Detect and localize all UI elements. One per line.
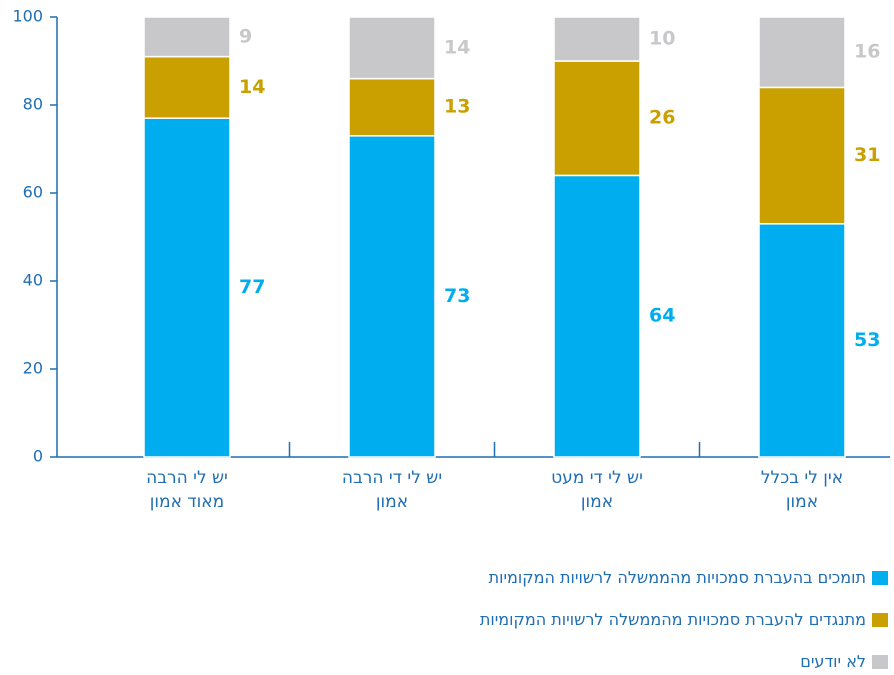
value-label: 64 [649,305,675,327]
bar-segment [348,77,436,137]
bar-segment [143,55,231,119]
legend-swatch [872,612,888,627]
x-tick-label: יש לי די הרבה אמון [341,468,443,512]
legend-label: מתנגדים להעברת סמכויות מהממשלה לרשויות ה… [479,610,866,629]
bar-segment [553,16,641,62]
x-tick-label: יש לי הרבה מאוד אמון [146,468,228,512]
legend-item: לא יודעים [800,652,888,671]
y-tick-label: 0 [33,447,43,466]
y-tick-label: 60 [23,183,43,202]
value-label: 14 [239,76,265,98]
legend-item: תומכים בהעברת סמכויות מהממשלה לרשויות המ… [489,568,888,587]
legend-label: תומכים בהעברת סמכויות מהממשלה לרשויות המ… [488,568,866,587]
value-label: 16 [854,41,880,63]
bar-segment [348,16,436,80]
bar-segment [553,174,641,458]
y-tick-label: 20 [23,359,43,378]
legend-swatch [872,654,888,669]
legend-item: מתנגדים להעברת סמכויות מהממשלה לרשויות ה… [480,610,888,629]
value-label: 13 [444,96,470,118]
legend-label: לא יודעים [800,652,866,671]
bar-segment [553,60,641,177]
value-label: 31 [854,144,880,166]
value-label: 14 [444,36,470,58]
value-label: 10 [649,28,675,50]
bar-segment [758,223,846,458]
bar-segment [758,86,846,225]
bar-segment [348,135,436,458]
bar-segment [758,16,846,89]
y-tick-label: 100 [12,7,43,26]
value-label: 53 [854,329,880,351]
bar-segment [143,117,231,458]
value-label: 73 [444,285,470,307]
bar-segment [143,16,231,58]
x-tick-label: אין לי בכלל אמון [760,468,844,512]
value-label: 26 [649,107,675,129]
legend-swatch [872,570,888,585]
value-label: 77 [239,276,265,298]
value-label: 9 [239,25,252,47]
x-tick-label: יש לי די מעט אמון [551,468,643,512]
y-tick-label: 40 [23,271,43,290]
y-tick-label: 80 [23,95,43,114]
